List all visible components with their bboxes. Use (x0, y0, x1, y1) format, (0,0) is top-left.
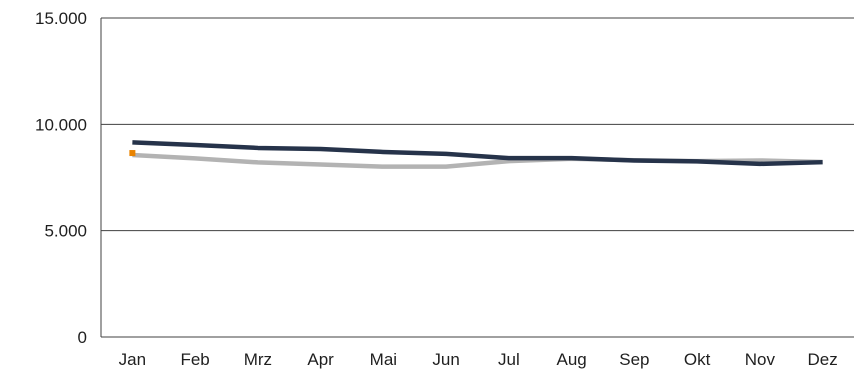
x-tick-label: Aug (557, 350, 587, 369)
x-tick-label: Mai (370, 350, 397, 369)
series-lines (129, 140, 823, 169)
x-tick-label: Nov (745, 350, 776, 369)
x-tick-labels: Jan Feb Mrz Apr Mai Jun Jul Aug Sep Okt Nov Dez (119, 350, 838, 369)
x-tick-label: Jul (498, 350, 520, 369)
series-marker (129, 150, 136, 157)
y-tick-label: 10.000 (35, 115, 87, 134)
y-tick-label: 0 (78, 328, 87, 347)
x-tick-label: Apr (307, 350, 334, 369)
y-tick-label: 15.000 (35, 9, 87, 28)
x-tick-label: Sep (619, 350, 649, 369)
y-tick-labels: 0 5.000 10.000 15.000 (35, 9, 87, 347)
x-tick-label: Okt (684, 350, 711, 369)
y-tick-label: 5.000 (44, 222, 87, 241)
x-tick-label: Feb (180, 350, 209, 369)
x-tick-label: Mrz (244, 350, 272, 369)
x-tick-label: Jun (432, 350, 459, 369)
gridlines (101, 17, 854, 338)
series-line (132, 140, 823, 167)
x-tick-label: Dez (808, 350, 838, 369)
x-tick-label: Jan (119, 350, 146, 369)
